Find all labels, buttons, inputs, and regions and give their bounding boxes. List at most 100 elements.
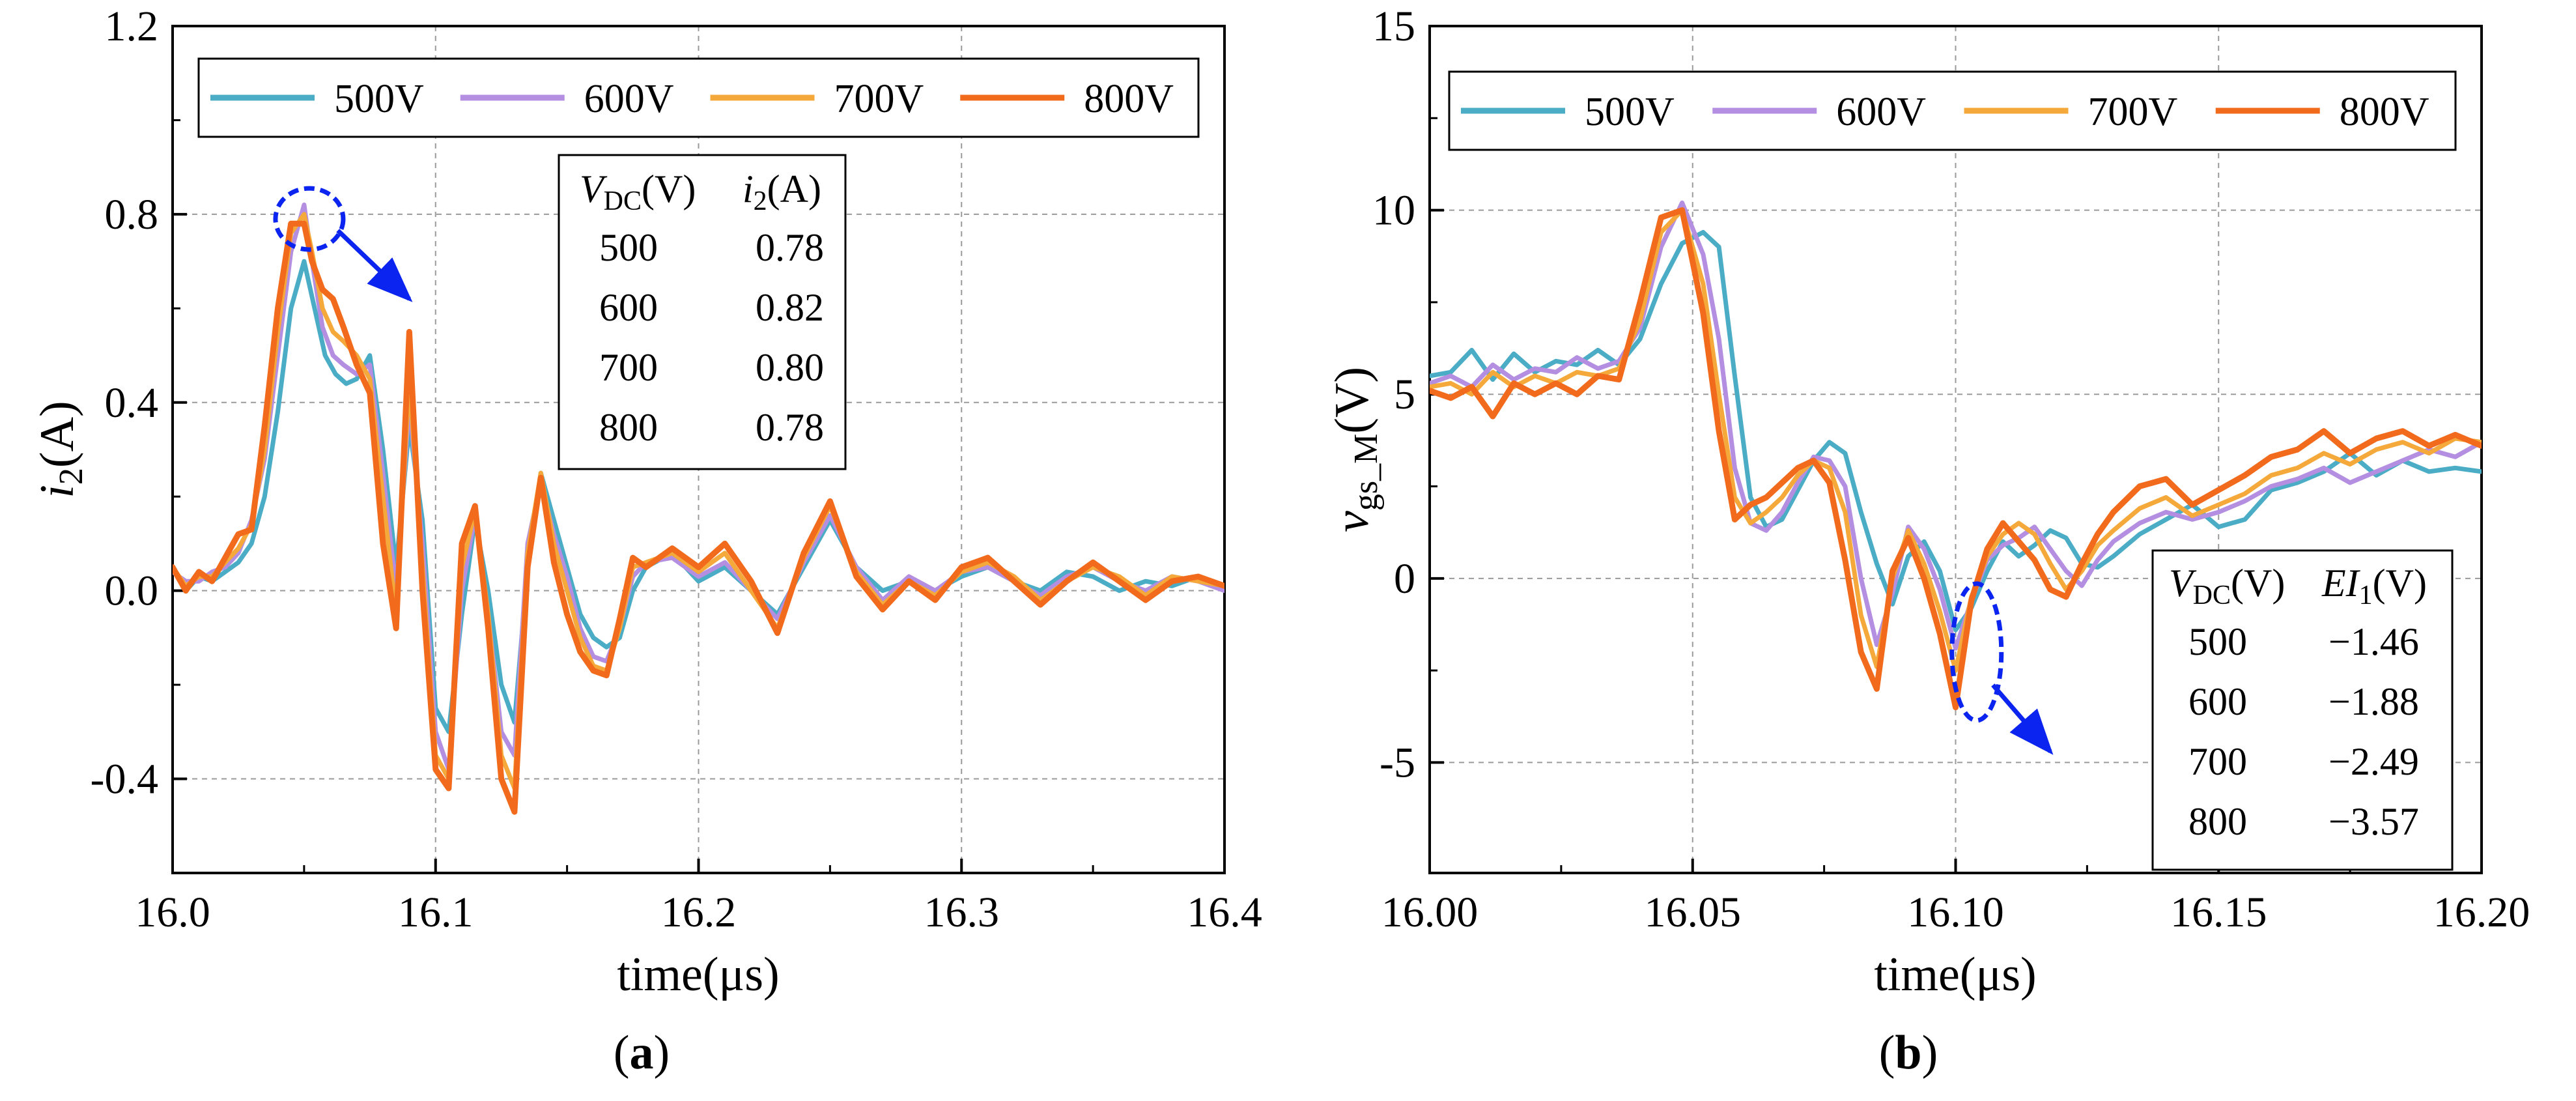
table-header-unit: (V) [2373, 562, 2427, 605]
panel-b-dip-annotation [1949, 581, 2054, 755]
panel-b-y-tick-label: 0 [1394, 555, 1415, 603]
panel-a-y-tick-label: -0.4 [91, 756, 158, 803]
panel-b-x-tick-label: 16.20 [2433, 889, 2530, 936]
panel-b-series-700v [1430, 208, 2482, 673]
panel-a-y-tick-label: 0.0 [105, 567, 159, 615]
panel-a-highlight-ellipse [273, 186, 346, 252]
panel-b-y-tick-label: 15 [1372, 3, 1415, 50]
panel-b-series-600v [1430, 200, 2482, 651]
panel-b-caption-letter: b [1895, 1026, 1921, 1080]
panel-b-y-tick-label: 5 [1394, 371, 1415, 418]
panel-a-table-box [558, 154, 847, 470]
panel-b-y-tick-labels: -5 0 5 10 15 [1372, 3, 1415, 786]
legend-label-800v: 800V [1084, 77, 1174, 121]
panel-a-legend-items: 500V 600V 700V 800V [210, 77, 1174, 121]
legend-label-600v: 600V [1836, 90, 1926, 134]
panel-a-caption-letter: a [630, 1026, 654, 1080]
panel-b-table-header: VDC(V) [2169, 562, 2285, 610]
legend-label-700v: 700V [834, 77, 924, 121]
table-header-subscript: DC [604, 186, 642, 216]
panel-b-series [1430, 200, 2482, 711]
panel-b-series-800v [1430, 207, 2482, 711]
table-header-symbol: V [580, 167, 608, 210]
panel-a-caption-open: ( [614, 1026, 630, 1080]
panel-b-table-cell: 500 [2188, 620, 2247, 663]
panel-b-x-tick-labels: 16.00 16.05 16.10 16.15 16.20 [1381, 889, 2530, 936]
panel-b-table-box [2151, 549, 2454, 871]
panel-a-x-tick-label: 16.3 [924, 889, 1000, 936]
panel-b-table-cell: −1.46 [2328, 620, 2419, 663]
panel-a-table-cell: 0.78 [756, 226, 824, 269]
panel-b-table-cell: −1.88 [2328, 680, 2419, 723]
table-header-subscript: 1 [2359, 580, 2373, 610]
panel-a-y-tick-label: 1.2 [105, 3, 159, 50]
panel-a-x-tick-label: 16.4 [1187, 889, 1262, 936]
panel-a-caption-close: ) [654, 1026, 670, 1080]
panel-a-tick-marks [171, 25, 1226, 873]
legend-label-500v: 500V [1585, 90, 1675, 134]
panel-a-x-tick-label: 16.0 [135, 889, 210, 936]
panel-b-legend: 500V 600V 700V 800V [1448, 70, 2457, 151]
panel-b-y-axis-subscript: gs_M [1348, 434, 1385, 511]
panel-a-x-tick-labels: 16.0 16.1 16.2 16.3 16.4 [135, 889, 1262, 936]
panel-b-x-tick-label: 16.15 [2170, 889, 2267, 936]
panel-a-y-axis-title: i2(A) [31, 401, 90, 498]
panel-a-x-tick-label: 16.1 [398, 889, 474, 936]
panel-a-table-cells: VDC(V) i2(A) 500 0.78 600 0.82 700 0.80 800 0.78 [580, 167, 824, 449]
panel-b-table-cell: 600 [2188, 680, 2247, 723]
panel-b-table-cell: −2.49 [2328, 740, 2419, 783]
panel-a-table-cell: 0.78 [756, 406, 824, 449]
panel-a-table-cell: 800 [599, 406, 658, 449]
panel-b-y-axis-title: vgs_M(V) [1325, 367, 1385, 532]
panel-a-x-tick-label: 16.2 [661, 889, 737, 936]
panel-b-x-tick-label: 16.00 [1381, 889, 1479, 936]
panel-b-caption-open: ( [1879, 1026, 1895, 1080]
panel-b-y-axis-unit: (V) [1325, 367, 1379, 434]
table-header-symbol: i [743, 167, 754, 210]
panel-b-table-cell: −3.57 [2328, 800, 2419, 843]
panel-a-table-header: VDC(V) [580, 167, 696, 216]
panel-a-peak-annotation [273, 186, 413, 302]
panel-b-table-cell: 800 [2188, 800, 2247, 843]
table-header-subscript: 2 [754, 186, 767, 216]
table-header-symbol: EI [2321, 562, 2361, 605]
panel-b-x-tick-label: 16.10 [1907, 889, 2004, 936]
panel-a-table-header: i2(A) [743, 167, 821, 216]
panel-b-legend-items: 500V 600V 700V 800V [1461, 90, 2429, 134]
table-header-unit: (V) [642, 167, 696, 210]
legend-label-600v: 600V [584, 77, 674, 121]
panel-b-caption: (b) [1879, 1026, 1938, 1080]
panel-a-legend: 500V 600V 700V 800V [197, 57, 1200, 138]
table-header-symbol: V [2169, 562, 2197, 605]
panel-a-table-cell: 0.82 [756, 286, 824, 329]
panel-a-annotation-arrow [336, 229, 413, 302]
panel-a-x-axis-title: time(μs) [617, 948, 779, 1001]
table-header-unit: (V) [2231, 562, 2285, 605]
panel-a-table-cell: 0.80 [756, 346, 824, 389]
panel-a-value-table: VDC(V) i2(A) 500 0.78 600 0.82 700 0.80 800 0.78 [558, 154, 847, 470]
panel-a-caption: (a) [614, 1026, 670, 1080]
panel-a-table-cell: 700 [599, 346, 658, 389]
panel-a-y-tick-label: 0.4 [105, 379, 159, 427]
panel-a-y-axis-symbol: i [31, 485, 84, 498]
table-header-unit: (A) [767, 167, 821, 210]
panel-b-y-axis-symbol: v [1325, 511, 1379, 532]
panel-a-chart: 16.0 16.1 16.2 16.3 16.4 -0.4 0.0 0.4 0.8 1.2 50… [31, 3, 1262, 1080]
panel-a-y-axis-subscript: 2 [53, 468, 90, 485]
panel-b-highlight-ellipse [1949, 581, 2004, 723]
panel-b-x-tick-label: 16.05 [1645, 889, 1742, 936]
panel-a-table-cell: 600 [599, 286, 658, 329]
legend-label-700v: 700V [2088, 90, 2178, 134]
panel-a-y-tick-labels: -0.4 0.0 0.4 0.8 1.2 [91, 3, 158, 803]
panel-a-y-tick-label: 0.8 [105, 191, 159, 238]
panel-b-x-axis-title: time(μs) [1874, 948, 2036, 1001]
legend-label-500v: 500V [334, 77, 424, 121]
panel-b-y-tick-label: 10 [1372, 187, 1415, 235]
panel-a-table-cell: 500 [599, 226, 658, 269]
panel-b-table-cell: 700 [2188, 740, 2247, 783]
table-header-subscript: DC [2193, 580, 2231, 610]
